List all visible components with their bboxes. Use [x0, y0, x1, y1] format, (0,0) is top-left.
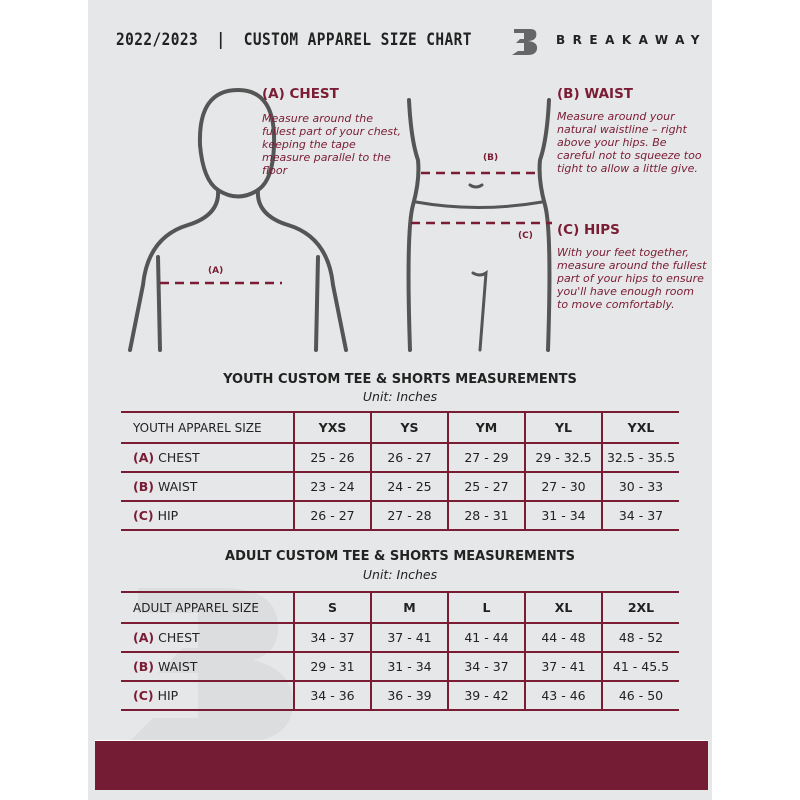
measurement-cell: 34 - 37: [601, 501, 679, 531]
breakaway-logo: [512, 29, 538, 55]
measure-name: CHEST: [158, 630, 200, 645]
measurement-cell: 41 - 45.5: [601, 652, 679, 682]
measurement-cell: 29 - 31: [293, 652, 371, 682]
measurement-cell: 37 - 41: [524, 652, 602, 682]
measurement-cell: 43 - 46: [524, 681, 602, 711]
header-row: ADULT APPAREL SIZE S M L XL 2XL: [121, 591, 679, 624]
chest-title: (A) CHEST: [262, 86, 339, 102]
measurement-cell: 44 - 48: [524, 623, 602, 653]
measure-label: (A) CHEST: [121, 623, 294, 653]
size-chart-page: 2022/2023 | CUSTOM APPAREL SIZE CHART BR…: [88, 0, 712, 800]
measure-name: HIP: [157, 508, 179, 523]
measurement-cell: 31 - 34: [524, 501, 602, 531]
footer-band: [95, 740, 708, 790]
measure-letter: (A): [133, 450, 155, 465]
measurement-cell: 27 - 28: [370, 501, 448, 531]
table-row: (B) WAIST 29 - 31 31 - 34 34 - 37 37 - 41 41 …: [121, 652, 679, 682]
measure-label: (C) HIP: [121, 501, 294, 531]
body-figures-illustration: [128, 87, 552, 352]
waist-title: (B) WAIST: [557, 86, 634, 102]
size-header: YM: [447, 411, 525, 444]
size-header: YS: [370, 411, 448, 444]
measure-letter: (C): [133, 508, 154, 523]
measure-letter: (B): [133, 659, 154, 674]
measurement-cell: 26 - 27: [293, 501, 371, 531]
measurement-cell: 24 - 25: [370, 472, 448, 502]
measure-letter: (A): [133, 630, 155, 645]
measurement-cell: 27 - 29: [447, 443, 525, 473]
size-header: YXS: [293, 411, 371, 444]
measure-label: (B) WAIST: [121, 652, 294, 682]
hips-description: With your feet together, measure around …: [557, 246, 707, 311]
size-header: XL: [524, 591, 602, 624]
measurement-cell: 39 - 42: [447, 681, 525, 711]
measurement-cell: 31 - 34: [370, 652, 448, 682]
measure-label: (A) CHEST: [121, 443, 294, 473]
chest-marker-label: (A): [208, 266, 224, 276]
measure-name: WAIST: [157, 479, 198, 494]
hips-title: (C) HIPS: [557, 222, 620, 238]
size-header: S: [293, 591, 371, 624]
youth-size-table: YOUTH APPAREL SIZE YXS YS YM YL YXL (A) CHEST 2…: [121, 411, 679, 531]
measurement-cell: 34 - 37: [293, 623, 371, 653]
table-row: (C) HIP 34 - 36 36 - 39 39 - 42 43 - 46 46 - …: [121, 681, 679, 711]
measurement-cell: 23 - 24: [293, 472, 371, 502]
youth-table-title: YOUTH CUSTOM TEE & SHORTS MEASUREMENTS: [223, 372, 577, 387]
youth-table-unit: Unit: Inches: [362, 389, 438, 404]
measurement-cell: 26 - 27: [370, 443, 448, 473]
measurement-cell: 37 - 41: [370, 623, 448, 653]
row-label-header: ADULT APPAREL SIZE: [121, 591, 294, 624]
measurement-cell: 30 - 33: [601, 472, 679, 502]
brand-name: BREAKAWAY: [556, 33, 707, 47]
page-title: 2022/2023 | CUSTOM APPAREL SIZE CHART: [116, 30, 472, 50]
row-label-header: YOUTH APPAREL SIZE: [121, 411, 294, 444]
measure-label: (B) WAIST: [121, 472, 294, 502]
measure-label: (C) HIP: [121, 681, 294, 711]
size-header: L: [447, 591, 525, 624]
waist-description: Measure around your natural waistline – …: [557, 110, 702, 175]
adult-size-table: ADULT APPAREL SIZE S M L XL 2XL (A) CHEST 34 - …: [121, 591, 679, 711]
measurement-cell: 28 - 31: [447, 501, 525, 531]
measure-letter: (B): [133, 479, 154, 494]
table-row: (A) CHEST 34 - 37 37 - 41 41 - 44 44 - 48 48 …: [121, 623, 679, 653]
hips-marker-label: (C): [518, 231, 533, 241]
measurement-cell: 25 - 26: [293, 443, 371, 473]
measure-letter: (C): [133, 688, 154, 703]
table-row: (C) HIP 26 - 27 27 - 28 28 - 31 31 - 34 34 - …: [121, 501, 679, 531]
chest-description: Measure around the fullest part of your …: [262, 112, 401, 177]
size-header: YXL: [601, 411, 679, 444]
measure-name: HIP: [157, 688, 179, 703]
measurement-cell: 27 - 30: [524, 472, 602, 502]
size-header: M: [370, 591, 448, 624]
measurement-cell: 46 - 50: [601, 681, 679, 711]
adult-table-unit: Unit: Inches: [362, 567, 438, 582]
measurement-cell: 48 - 52: [601, 623, 679, 653]
table-row: (A) CHEST 25 - 26 26 - 27 27 - 29 29 - 32.5 3…: [121, 443, 679, 473]
measurement-cell: 34 - 37: [447, 652, 525, 682]
size-header: YL: [524, 411, 602, 444]
measurement-cell: 29 - 32.5: [524, 443, 602, 473]
measure-name: WAIST: [157, 659, 198, 674]
adult-table-title: ADULT CUSTOM TEE & SHORTS MEASUREMENTS: [225, 549, 575, 564]
waist-marker-label: (B): [483, 153, 499, 163]
measurement-cell: 36 - 39: [370, 681, 448, 711]
header-row: YOUTH APPAREL SIZE YXS YS YM YL YXL: [121, 411, 679, 444]
measurement-cell: 34 - 36: [293, 681, 371, 711]
measure-name: CHEST: [158, 450, 200, 465]
measurement-cell: 32.5 - 35.5: [601, 443, 679, 473]
size-header: 2XL: [601, 591, 679, 624]
measurement-cell: 41 - 44: [447, 623, 525, 653]
table-row: (B) WAIST 23 - 24 24 - 25 25 - 27 27 - 30 30 …: [121, 472, 679, 502]
measurement-cell: 25 - 27: [447, 472, 525, 502]
